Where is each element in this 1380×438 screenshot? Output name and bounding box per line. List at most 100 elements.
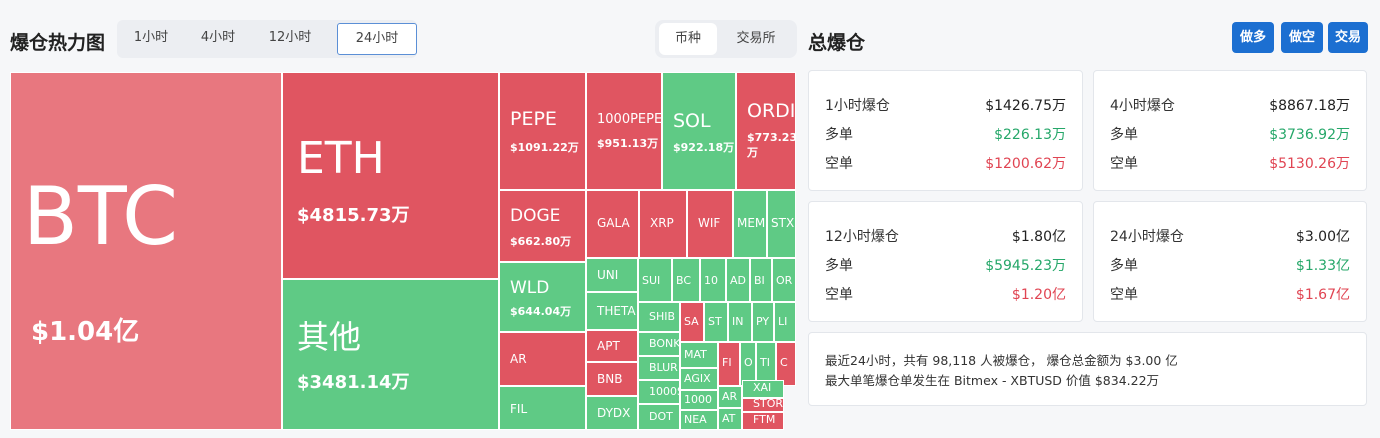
tile-label: DOGE bbox=[510, 206, 561, 226]
treemap-tile[interactable]: BTC $1.04亿 bbox=[10, 72, 282, 430]
tile-label: MEM bbox=[737, 216, 766, 230]
treemap-tile[interactable]: 1000PEPE $951.13万 bbox=[586, 72, 662, 190]
time-tab[interactable]: 4小时 bbox=[200, 30, 236, 45]
treemap-tile[interactable]: BI bbox=[750, 258, 772, 302]
tile-label: GALA bbox=[597, 216, 630, 230]
tile-label: SA bbox=[684, 315, 699, 328]
treemap-tile[interactable]: IN bbox=[728, 302, 752, 342]
treemap-tile[interactable]: 1000S bbox=[638, 380, 680, 404]
treemap-tile[interactable]: GALA bbox=[586, 190, 639, 258]
treemap-tile[interactable]: THETA bbox=[586, 292, 638, 330]
treemap-tile[interactable]: SUI bbox=[638, 258, 672, 302]
treemap-tile[interactable]: SOL $922.18万 bbox=[662, 72, 736, 190]
toggle-option[interactable]: 交易所 bbox=[736, 31, 776, 46]
treemap-tile[interactable]: APT bbox=[586, 330, 638, 362]
stat-row: 空单 $1.67亿 bbox=[1110, 284, 1350, 304]
time-tabs: 1小时 4小时 12小时 24小时 bbox=[117, 20, 417, 58]
tile-label: AT bbox=[722, 412, 736, 425]
toggle-option[interactable]: 币种 bbox=[659, 23, 717, 55]
treemap-tile[interactable]: DYDX bbox=[586, 396, 638, 430]
action-button[interactable]: 做多 bbox=[1232, 22, 1274, 53]
treemap-tile[interactable]: UNI bbox=[586, 258, 638, 292]
treemap-tile[interactable]: FI bbox=[718, 342, 740, 386]
treemap-tile[interactable]: AT bbox=[718, 408, 742, 430]
treemap-tile[interactable]: AD bbox=[726, 258, 750, 302]
treemap-tile[interactable]: LI bbox=[774, 302, 796, 342]
stat-card: 12小时爆仓 $1.80亿 多单 $5945.23万 空单 $1.20亿 bbox=[808, 201, 1083, 322]
treemap-tile[interactable]: WLD $644.04万 bbox=[499, 262, 586, 332]
stat-row: 空单 $1.20亿 bbox=[825, 284, 1066, 304]
time-tab[interactable]: 1小时 bbox=[133, 30, 169, 45]
tile-label: SUI bbox=[642, 274, 661, 287]
treemap-tile[interactable]: PEPE $1091.22万 bbox=[499, 72, 586, 190]
treemap-tile[interactable]: TI bbox=[756, 342, 776, 386]
treemap-tile[interactable]: NEA bbox=[680, 410, 718, 430]
tile-value: $4815.73万 bbox=[297, 205, 410, 226]
treemap-tile[interactable]: MEM bbox=[733, 190, 767, 258]
time-tab[interactable]: 24小时 bbox=[337, 23, 417, 55]
tile-label: O bbox=[744, 356, 753, 369]
tile-label: FIL bbox=[510, 402, 528, 416]
tile-label: DYDX bbox=[597, 406, 631, 420]
tile-label: APT bbox=[597, 339, 620, 353]
treemap-tile[interactable]: 10 bbox=[700, 258, 726, 302]
tile-label: DOT bbox=[649, 410, 673, 423]
treemap-tile[interactable]: WIF bbox=[687, 190, 733, 258]
treemap-tile[interactable]: BLUR bbox=[638, 356, 680, 380]
treemap-tile[interactable]: OR bbox=[772, 258, 796, 302]
tile-label: ST bbox=[708, 315, 722, 328]
tile-label: TI bbox=[760, 356, 770, 369]
treemap-tile[interactable]: XAI bbox=[742, 380, 784, 398]
tile-value: $3481.14万 bbox=[297, 372, 410, 393]
treemap-tile[interactable]: STOR bbox=[742, 398, 784, 412]
treemap-tile[interactable]: BONK bbox=[638, 332, 680, 356]
tile-value: $951.13万 bbox=[597, 137, 659, 150]
action-button[interactable]: 交易 bbox=[1328, 22, 1368, 53]
tile-label: UNI bbox=[597, 268, 619, 282]
stat-label: 24小时爆仓 bbox=[1110, 229, 1184, 245]
tile-value: $773.23万 bbox=[747, 131, 796, 159]
treemap-tile[interactable]: PY bbox=[752, 302, 774, 342]
stat-label: 空单 bbox=[1110, 287, 1138, 303]
tile-label: LI bbox=[778, 315, 788, 328]
treemap-tile[interactable]: SA bbox=[680, 302, 704, 342]
treemap-tile[interactable]: AR bbox=[499, 332, 586, 386]
tile-label: BI bbox=[754, 274, 765, 287]
tile-label: 1000S bbox=[649, 385, 679, 398]
stat-value: $3736.92万 bbox=[1269, 127, 1350, 143]
treemap-tile[interactable]: DOT bbox=[638, 404, 680, 430]
treemap-tile[interactable]: DOGE $662.80万 bbox=[499, 190, 586, 262]
stat-label: 多单 bbox=[825, 127, 853, 143]
treemap-tile[interactable]: 1000 bbox=[680, 390, 718, 410]
stat-value: $1426.75万 bbox=[985, 98, 1066, 114]
action-button[interactable]: 做空 bbox=[1281, 22, 1323, 53]
panel-title: 总爆仓 bbox=[808, 32, 866, 54]
treemap-tile[interactable]: ST bbox=[704, 302, 728, 342]
treemap-tile[interactable]: AR bbox=[718, 386, 742, 408]
time-tab[interactable]: 12小时 bbox=[268, 30, 312, 45]
treemap-tile[interactable]: MAT bbox=[680, 342, 718, 368]
treemap-tile[interactable]: C bbox=[776, 342, 796, 386]
tile-value: $922.18万 bbox=[673, 141, 735, 154]
treemap-tile[interactable]: ETH $4815.73万 bbox=[282, 72, 499, 279]
tile-label: WLD bbox=[510, 278, 550, 298]
stat-label: 多单 bbox=[1110, 258, 1138, 274]
stat-label: 空单 bbox=[1110, 156, 1138, 172]
tile-label: XAI bbox=[753, 381, 772, 394]
treemap-tile[interactable]: STX bbox=[767, 190, 796, 258]
treemap-tile[interactable]: BNB bbox=[586, 362, 638, 396]
tile-label: NEA bbox=[684, 413, 707, 426]
treemap-tile[interactable]: ORDI $773.23万 bbox=[736, 72, 796, 190]
treemap-tile[interactable]: FIL bbox=[499, 386, 586, 430]
treemap-tile[interactable]: FTM bbox=[742, 412, 784, 430]
treemap-tile[interactable]: AGIX bbox=[680, 368, 718, 390]
treemap-tile[interactable]: 其他 $3481.14万 bbox=[282, 279, 499, 430]
stat-value: $1.80亿 bbox=[1011, 229, 1066, 245]
treemap-tile[interactable]: BC bbox=[672, 258, 700, 302]
stat-row: 4小时爆仓 $8867.18万 bbox=[1110, 95, 1350, 115]
treemap-tile[interactable]: XRP bbox=[639, 190, 687, 258]
treemap-tile[interactable]: SHIB bbox=[638, 302, 680, 332]
stat-value: $8867.18万 bbox=[1269, 98, 1350, 114]
tile-value: $644.04万 bbox=[510, 305, 572, 318]
stat-row: 12小时爆仓 $1.80亿 bbox=[825, 226, 1066, 246]
